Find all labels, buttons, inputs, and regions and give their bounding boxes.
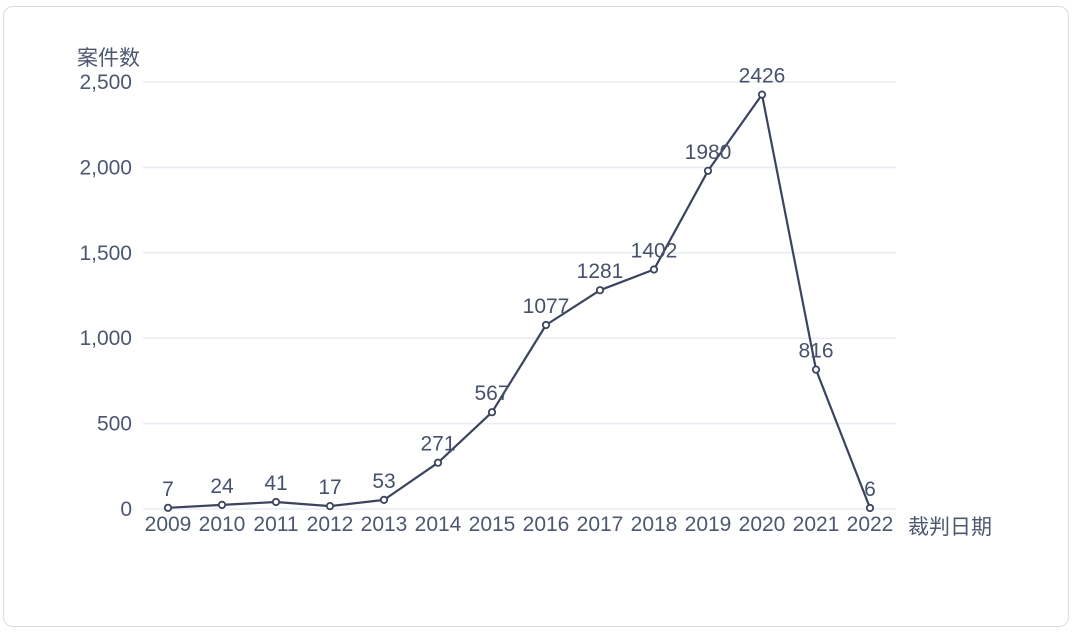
y-tick-label: 1,000 bbox=[79, 327, 132, 350]
series-line bbox=[166, 93, 872, 510]
data-point-marker bbox=[433, 458, 443, 467]
data-point-marker bbox=[487, 408, 497, 417]
x-tick-label: 2009 bbox=[145, 513, 192, 536]
x-tick-label: 2021 bbox=[793, 513, 840, 536]
data-point-label: 567 bbox=[474, 382, 509, 405]
x-tick-label: 2022 bbox=[847, 513, 894, 536]
y-tick-label: 2,500 bbox=[79, 71, 132, 94]
data-point-marker bbox=[649, 265, 659, 274]
data-point-label: 271 bbox=[420, 433, 455, 456]
x-tick-label: 2019 bbox=[685, 513, 732, 536]
data-point-label: 7 bbox=[162, 478, 174, 501]
data-point-label: 1281 bbox=[577, 260, 624, 283]
data-point-label: 6 bbox=[864, 478, 876, 501]
x-tick-label: 2011 bbox=[253, 513, 298, 536]
x-tick-label: 2015 bbox=[469, 513, 516, 536]
data-point-marker bbox=[811, 365, 821, 374]
data-point-label: 1402 bbox=[631, 240, 678, 263]
data-point-label: 41 bbox=[264, 472, 287, 495]
data-point-marker bbox=[703, 166, 713, 175]
x-tick-label: 2012 bbox=[307, 513, 354, 536]
data-point-label: 2426 bbox=[739, 65, 786, 88]
x-tick-label: 2013 bbox=[361, 513, 408, 536]
data-point-marker bbox=[541, 320, 551, 330]
data-point-marker bbox=[865, 503, 875, 513]
data-point-marker bbox=[595, 286, 605, 295]
data-point-label: 816 bbox=[798, 340, 833, 363]
data-point-label: 1077 bbox=[523, 295, 570, 318]
y-tick-label: 1,500 bbox=[79, 242, 132, 265]
data-point-marker bbox=[217, 500, 227, 509]
y-tick-label: 2,000 bbox=[79, 156, 132, 179]
y-axis-title: 案件数 bbox=[77, 47, 140, 70]
y-tick-label: 500 bbox=[97, 413, 132, 436]
data-point-label: 24 bbox=[210, 475, 234, 498]
data-point-marker bbox=[757, 90, 767, 99]
data-point-marker bbox=[271, 497, 281, 507]
data-point-marker bbox=[379, 495, 389, 504]
x-tick-label: 2018 bbox=[631, 513, 678, 536]
y-tick-label: 0 bbox=[120, 498, 132, 521]
data-point-marker bbox=[325, 501, 335, 511]
data-point-label: 1980 bbox=[685, 141, 732, 164]
x-axis-title: 裁判日期 bbox=[908, 516, 992, 539]
data-point-label: 17 bbox=[318, 476, 341, 499]
data-point-marker bbox=[163, 503, 173, 512]
x-tick-label: 2010 bbox=[199, 513, 246, 536]
x-tick-label: 2016 bbox=[523, 513, 570, 536]
x-tick-label: 2017 bbox=[577, 513, 624, 536]
x-tick-label: 2014 bbox=[415, 513, 462, 536]
chart-card bbox=[3, 6, 1069, 627]
x-tick-label: 2020 bbox=[739, 513, 786, 536]
data-point-label: 53 bbox=[372, 470, 395, 493]
